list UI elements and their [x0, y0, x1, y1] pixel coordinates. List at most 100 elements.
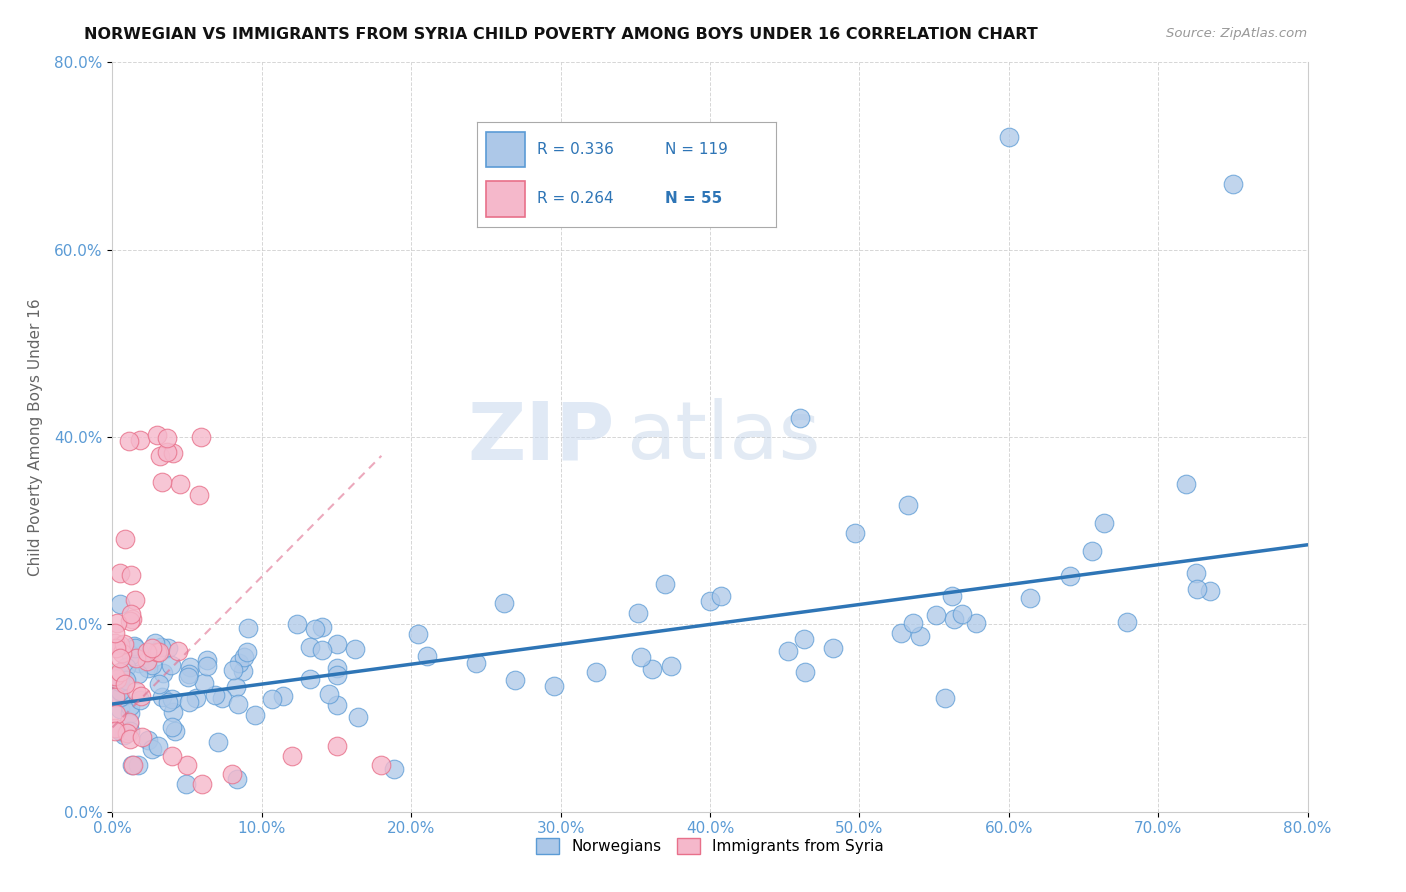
Point	[118, 716, 141, 731]
Point	[121, 758, 143, 772]
Point	[179, 659, 201, 673]
Point	[304, 622, 326, 636]
Point	[325, 668, 347, 682]
Point	[204, 688, 226, 702]
Point	[311, 620, 333, 634]
Point	[384, 762, 406, 776]
Point	[104, 636, 127, 650]
Point	[110, 651, 132, 665]
Point	[965, 615, 987, 630]
Point	[146, 645, 169, 659]
Point	[228, 656, 250, 670]
Point	[908, 629, 931, 643]
Point	[318, 687, 340, 701]
Point	[659, 658, 682, 673]
Point	[136, 645, 159, 659]
Point	[120, 607, 142, 622]
Point	[108, 597, 131, 611]
Point	[325, 739, 347, 753]
Point	[236, 645, 259, 659]
Point	[115, 660, 138, 674]
Point	[122, 758, 145, 772]
Point	[162, 446, 184, 460]
Point	[108, 683, 131, 698]
Point	[156, 432, 179, 446]
Point	[943, 611, 966, 625]
Point	[260, 692, 283, 706]
Point	[222, 663, 245, 677]
Point	[699, 594, 721, 608]
Point	[121, 612, 143, 626]
Text: NORWEGIAN VS IMMIGRANTS FROM SYRIA CHILD POVERTY AMONG BOYS UNDER 16 CORRELATION: NORWEGIAN VS IMMIGRANTS FROM SYRIA CHILD…	[84, 27, 1038, 42]
Point	[128, 656, 150, 670]
Point	[641, 662, 664, 676]
Point	[934, 690, 956, 705]
Point	[148, 739, 170, 753]
Point	[143, 636, 166, 650]
Point	[325, 661, 347, 675]
Point	[243, 708, 266, 723]
Point	[343, 642, 366, 657]
Point	[298, 672, 321, 686]
Point	[901, 616, 924, 631]
Point	[225, 680, 247, 694]
Point	[166, 644, 188, 658]
Point	[118, 715, 141, 730]
Point	[152, 665, 174, 680]
Point	[233, 650, 256, 665]
Point	[136, 733, 159, 747]
Point	[298, 640, 321, 654]
Point	[127, 757, 149, 772]
Point	[146, 428, 169, 442]
Point	[160, 721, 183, 735]
Point	[108, 690, 131, 705]
Point	[150, 475, 173, 489]
Point	[122, 639, 145, 653]
Point	[190, 430, 212, 444]
Point	[187, 488, 209, 502]
Point	[890, 626, 912, 640]
Point	[124, 593, 146, 607]
Point	[128, 693, 150, 707]
Point	[273, 690, 295, 704]
Point	[149, 640, 172, 655]
Point	[1019, 591, 1042, 606]
Point	[139, 645, 162, 659]
Y-axis label: Child Poverty Among Boys Under 16: Child Poverty Among Boys Under 16	[28, 298, 44, 576]
Point	[416, 649, 439, 664]
Point	[162, 748, 183, 763]
Point	[897, 498, 920, 512]
Point	[793, 632, 815, 646]
Point	[950, 607, 973, 621]
Point	[104, 724, 127, 739]
Point	[225, 772, 247, 786]
Point	[285, 616, 308, 631]
Text: ZIP: ZIP	[467, 398, 614, 476]
Point	[654, 576, 676, 591]
Point	[184, 691, 207, 706]
Point	[1115, 615, 1137, 629]
Point	[844, 526, 866, 541]
Point	[141, 640, 163, 655]
Point	[129, 689, 152, 703]
Point	[104, 690, 127, 705]
Point	[325, 698, 347, 713]
Point	[118, 434, 141, 449]
Point	[179, 667, 201, 681]
Point	[110, 566, 132, 581]
Point	[124, 640, 146, 655]
Point	[177, 695, 200, 709]
Point	[114, 532, 136, 546]
Point	[104, 721, 127, 735]
Point	[494, 596, 516, 610]
Point	[131, 730, 153, 744]
Point	[108, 673, 131, 687]
Point	[110, 638, 132, 652]
Point	[503, 673, 526, 687]
Point	[117, 726, 139, 740]
Point	[104, 641, 127, 656]
Point	[108, 667, 131, 681]
Point	[111, 647, 134, 661]
Point	[107, 616, 129, 631]
Point	[191, 776, 214, 791]
